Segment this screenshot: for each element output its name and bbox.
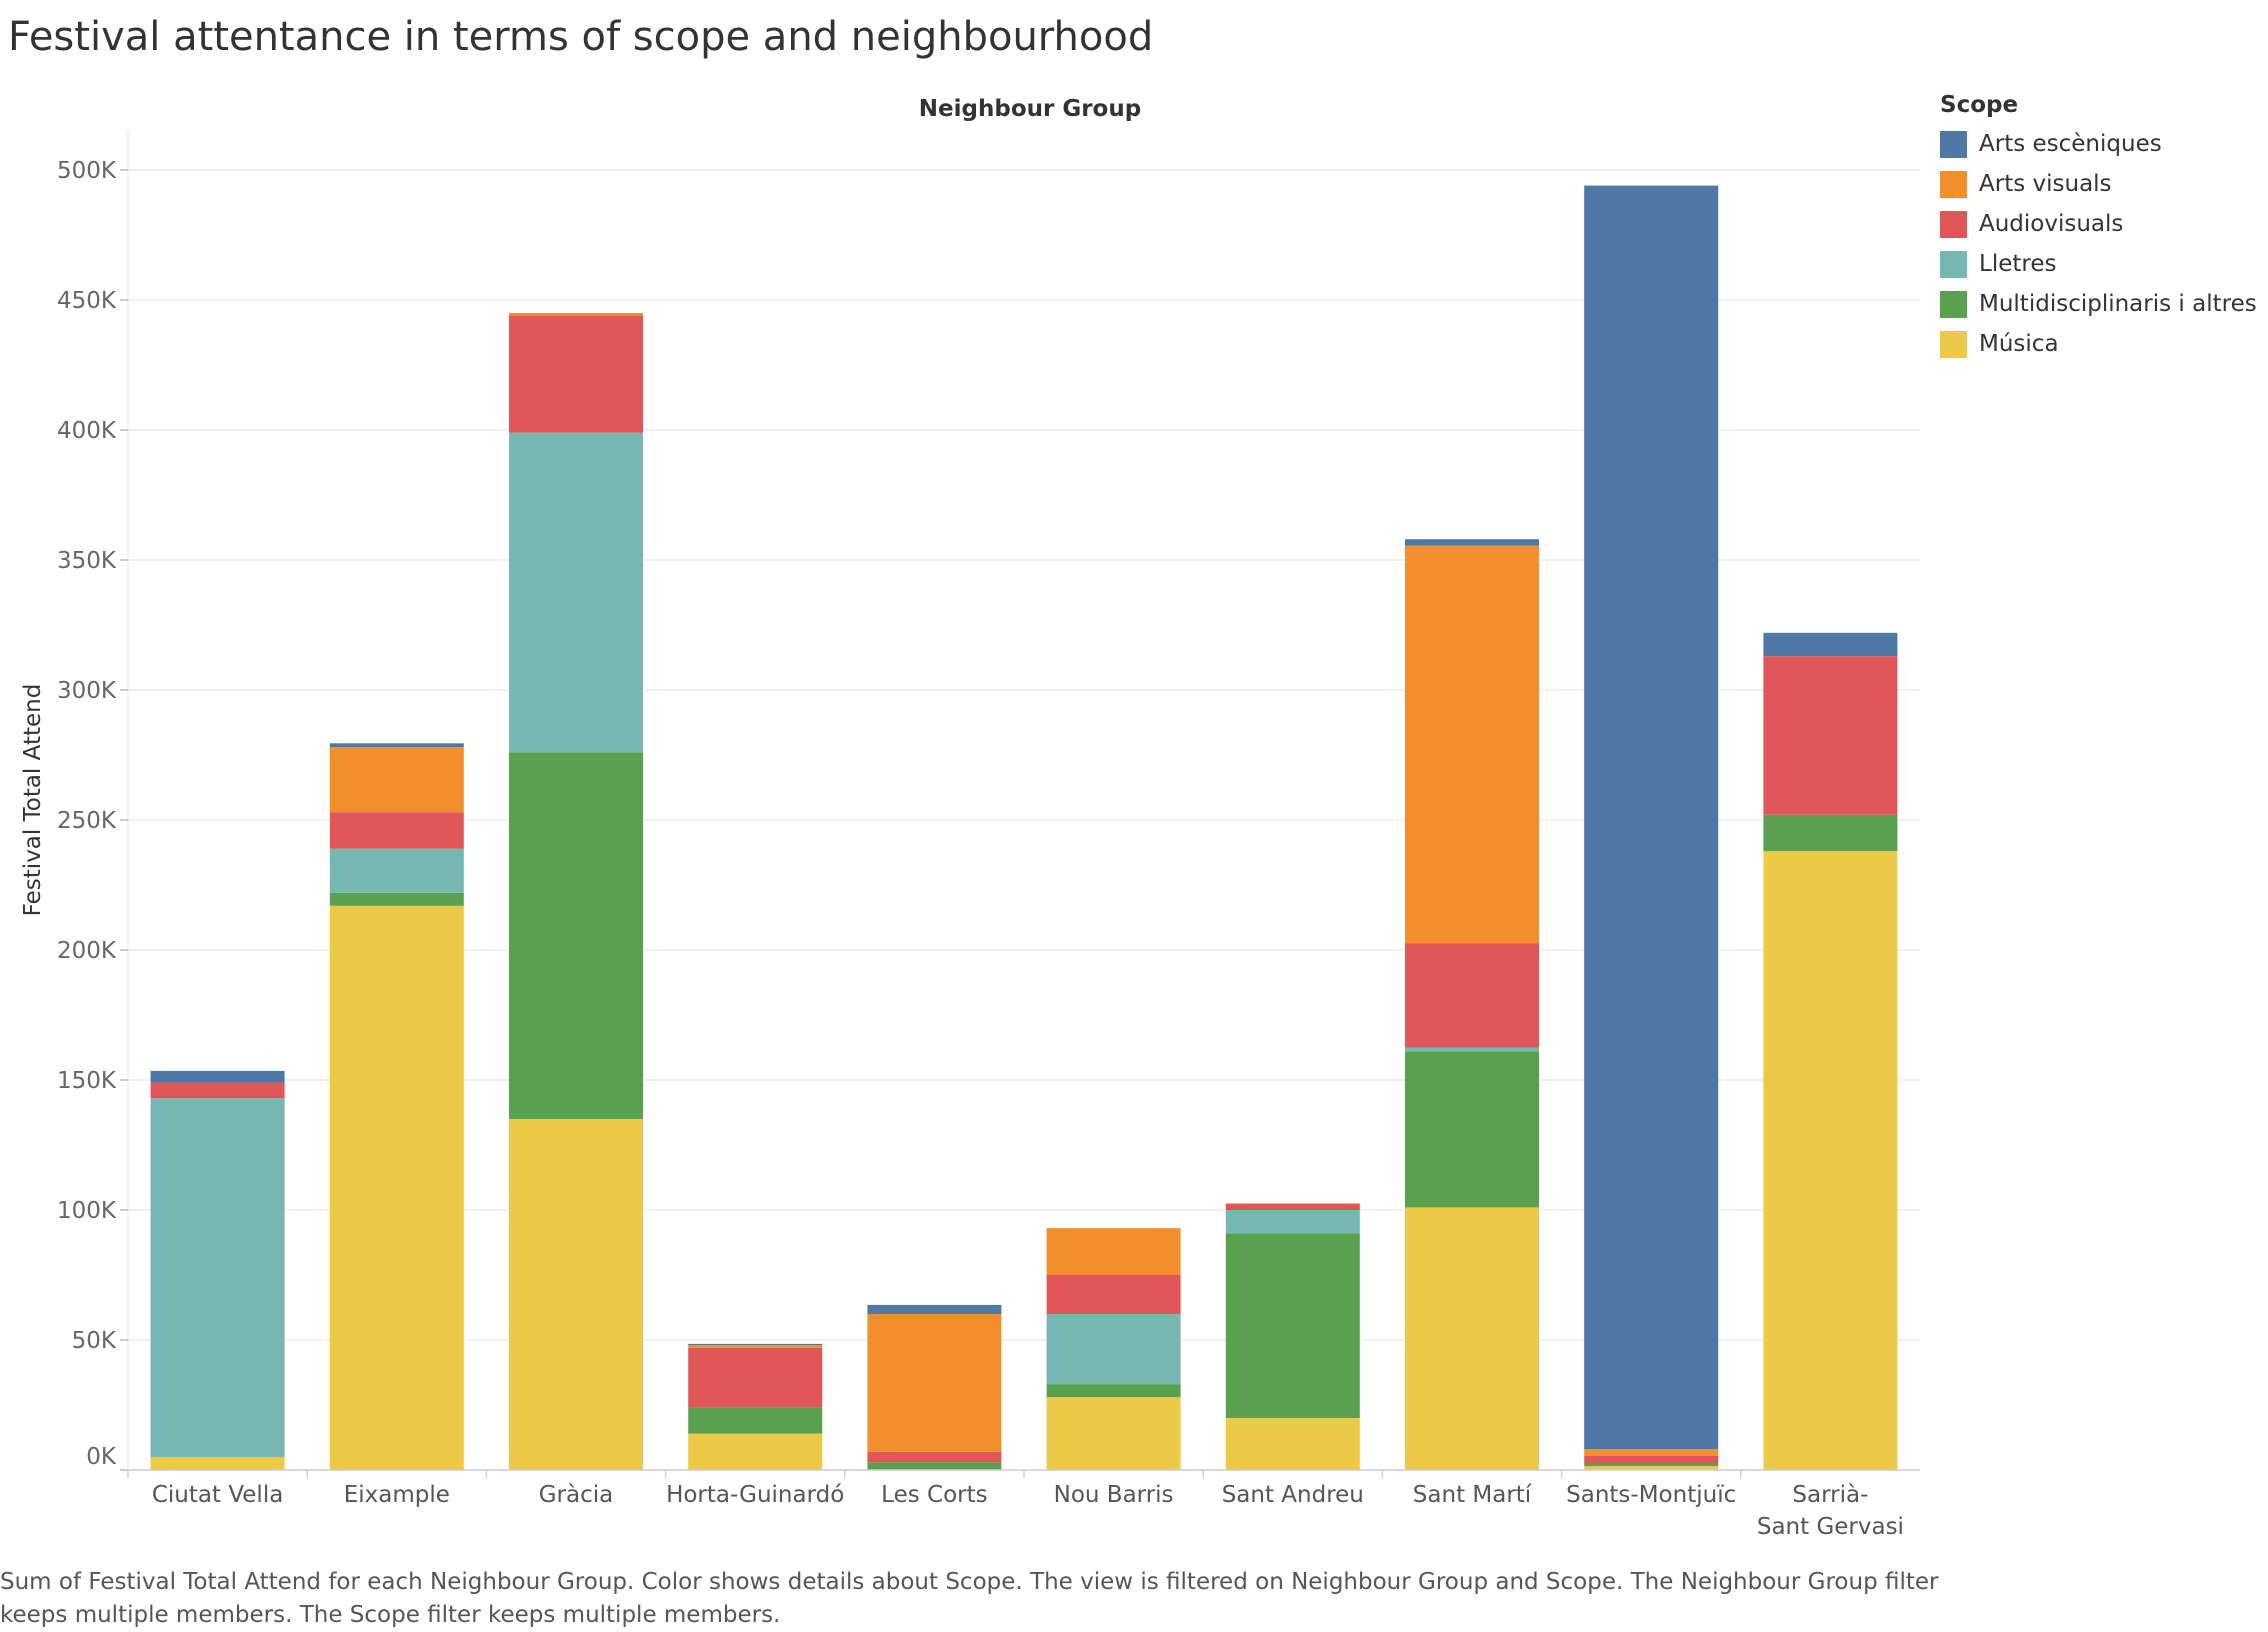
chart-caption: Sum of Festival Total Attend for each Ne…	[0, 1569, 1939, 1628]
bar-segment[interactable]	[509, 315, 643, 433]
bar-segment[interactable]	[867, 1462, 1002, 1470]
legend-item[interactable]: Música	[1940, 324, 2257, 364]
column-header-label: Neighbour Group	[919, 96, 1141, 122]
legend-label: Arts escèniques	[1979, 131, 2162, 157]
bar-segment[interactable]	[509, 313, 643, 316]
bar-segment[interactable]	[1046, 1275, 1181, 1314]
bar-segment[interactable]	[1584, 1466, 1719, 1470]
bar-segment[interactable]	[509, 432, 643, 753]
bar-segment[interactable]	[329, 747, 464, 813]
bar-segment[interactable]	[1405, 539, 1539, 546]
legend-swatch	[1940, 210, 1967, 238]
bar-segment[interactable]	[1584, 1455, 1719, 1464]
legend-label: Música	[1979, 331, 2059, 357]
y-tick-label: 100K	[57, 1198, 117, 1224]
bar-segment[interactable]	[1405, 1207, 1539, 1470]
x-tick-label: Eixample	[344, 1482, 450, 1508]
bar-segment[interactable]	[1046, 1314, 1181, 1385]
bar-segment[interactable]	[1225, 1203, 1360, 1211]
bar-segment[interactable]	[150, 1082, 285, 1099]
chart-title: Festival attentance in terms of scope an…	[8, 14, 1154, 60]
bar-segment[interactable]	[329, 892, 464, 906]
legend-label: Arts visuals	[1979, 171, 2112, 197]
bar-segment[interactable]	[1405, 943, 1539, 1048]
bar-segment[interactable]	[867, 1314, 1002, 1452]
bar-segment[interactable]	[688, 1347, 823, 1408]
x-tick-label: Sant Andreu	[1222, 1482, 1364, 1508]
x-tick-label: Sant Martí	[1413, 1482, 1532, 1508]
bar-segment[interactable]	[1225, 1418, 1360, 1470]
bar-segment[interactable]	[1225, 1210, 1360, 1234]
legend-title: Scope	[1940, 92, 2019, 118]
legend-swatch	[1940, 290, 1967, 318]
bar-segment[interactable]	[1763, 814, 1898, 852]
bar-segment[interactable]	[688, 1343, 823, 1346]
bar-segment[interactable]	[150, 1098, 285, 1457]
bar-segment[interactable]	[867, 1304, 1002, 1314]
y-tick-label: 350K	[57, 548, 117, 574]
y-axis: 0K 50K 100K 150K 200K 250K 300K 350K 400K 450K 500…	[57, 158, 128, 1471]
y-tick-label: 300K	[57, 678, 117, 704]
y-tick-label: 200K	[57, 938, 117, 964]
legend-item[interactable]: Arts escèniques	[1940, 124, 2257, 164]
bar-segment[interactable]	[867, 1451, 1002, 1463]
x-tick-label: Gràcia	[539, 1482, 614, 1508]
legend-item[interactable]: Arts visuals	[1940, 164, 2257, 204]
y-tick-label: 250K	[57, 808, 117, 834]
x-tick-label: Les Corts	[881, 1482, 987, 1508]
legend-items: Arts escèniques Arts visuals Audiovisuals L…	[1940, 124, 2257, 364]
stacked-bar-chart: 0K 50K 100K 150K 200K 250K 300K 350K 400K 450K 500…	[20, 96, 1920, 1540]
legend-swatch	[1940, 130, 1967, 158]
bar-segment[interactable]	[329, 812, 464, 849]
legend-swatch	[1940, 170, 1967, 198]
y-tick-label: 450K	[57, 288, 117, 314]
legend: Scope Arts escèniques Arts visuals Audiovi…	[1940, 92, 2257, 364]
bar-segment[interactable]	[329, 848, 464, 893]
x-tick-label: Nou Barris	[1054, 1482, 1174, 1508]
x-tick-label: Sarrià-Sant Gervasi	[1757, 1482, 1904, 1540]
bar-segment[interactable]	[1763, 851, 1898, 1470]
bar-segment[interactable]	[688, 1345, 823, 1348]
y-tick-label: 0K	[86, 1444, 117, 1470]
bar-segment[interactable]	[1584, 1449, 1719, 1456]
bar-segment[interactable]	[1046, 1228, 1181, 1275]
bar-segment[interactable]	[688, 1433, 823, 1470]
legend-label: Lletres	[1979, 251, 2057, 277]
x-axis: Ciutat Vella Eixample Gràcia Horta-Guinardó…	[127, 1469, 1920, 1540]
legend-item[interactable]: Multidisciplinaris i altres	[1940, 284, 2257, 324]
bar-segment[interactable]	[1225, 1233, 1360, 1418]
bars	[150, 185, 1898, 1470]
x-tick-label: Sants-Montjuïc	[1566, 1482, 1736, 1508]
legend-swatch	[1940, 250, 1967, 278]
bar-segment[interactable]	[509, 1119, 643, 1470]
legend-swatch	[1940, 330, 1967, 358]
legend-label: Audiovisuals	[1979, 211, 2124, 237]
y-tick-label: 500K	[57, 158, 117, 184]
bar-segment[interactable]	[688, 1407, 823, 1434]
bar-segment[interactable]	[329, 743, 464, 748]
bar-segment[interactable]	[1584, 185, 1719, 1450]
bar-segment[interactable]	[1763, 656, 1898, 815]
bar-segment[interactable]	[1405, 1051, 1539, 1208]
bar-segment[interactable]	[1046, 1397, 1181, 1470]
y-tick-label: 50K	[72, 1328, 117, 1354]
bar-segment[interactable]	[1405, 1047, 1539, 1052]
bar-segment[interactable]	[1584, 1463, 1719, 1467]
y-tick-label: 150K	[57, 1068, 117, 1094]
x-tick-label: Ciutat Vella	[152, 1482, 283, 1508]
bar-segment[interactable]	[150, 1070, 285, 1083]
legend-label: Multidisciplinaris i altres	[1979, 291, 2257, 317]
bar-segment[interactable]	[1763, 632, 1898, 657]
bar-segment[interactable]	[1046, 1384, 1181, 1398]
legend-item[interactable]: Lletres	[1940, 244, 2257, 284]
bar-segment[interactable]	[1405, 545, 1539, 944]
bar-segment[interactable]	[150, 1457, 285, 1470]
y-tick-label: 400K	[57, 418, 117, 444]
y-axis-label: Festival Total Attend	[20, 684, 46, 917]
x-tick-label: Horta-Guinardó	[666, 1482, 844, 1508]
legend-item[interactable]: Audiovisuals	[1940, 204, 2257, 244]
bar-segment[interactable]	[509, 752, 643, 1119]
bar-segment[interactable]	[329, 905, 464, 1470]
